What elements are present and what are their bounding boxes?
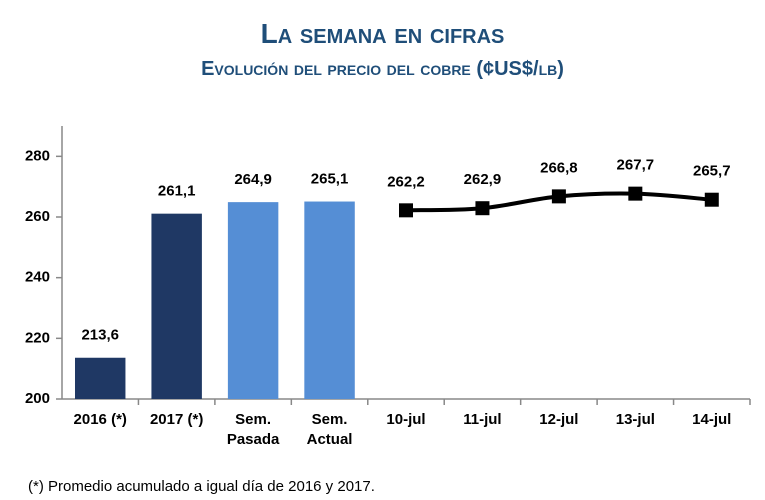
data-label: 265,7 [693,163,731,180]
y-tick-label: 220 [25,329,50,346]
bar [227,202,279,399]
x-tick-label: 14-jul [692,411,732,428]
chart-title: La semana en cifras [260,18,505,49]
x-tick-label: 10-jul [386,411,426,428]
chart: 200 220 240 260 280 213,6 261,1 264,9 265,1 262,2… [25,126,751,407]
data-label: 262,9 [464,171,502,188]
y-tick-label: 280 [25,147,50,164]
data-label: 265,1 [311,170,349,187]
data-label: 264,9 [234,171,272,188]
x-tick-label: 2017 (*) [149,411,204,428]
marker [475,201,490,216]
footnote: (*) Promedio acumulado a igual día de 20… [28,478,375,495]
data-label: 266,8 [540,159,578,176]
y-tick-label: 260 [25,208,50,225]
y-tick-label: 200 [25,390,50,407]
data-label: 262,2 [387,173,425,190]
bar [151,213,202,399]
data-label: 261,1 [158,183,196,200]
x-tick-label: Sem. Actual [306,411,353,448]
y-tick-label: 240 [25,269,50,286]
x-tick-label: 2016 (*) [73,411,127,428]
bar [304,201,355,399]
marker [628,186,643,201]
data-label: 267,7 [617,157,655,174]
data-label: 213,6 [81,327,119,344]
chart-subtitle: Evolución del precio del cobre (¢US$/lb) [201,58,564,80]
x-tick-label: 12-jul [539,411,579,428]
marker [551,189,566,204]
bar [74,357,126,399]
x-tick-label: Sem. Pasada [226,411,280,448]
x-tick-label: 13-jul [615,411,655,428]
marker [399,203,413,218]
x-tick-label: 11-jul [463,411,502,428]
marker [704,192,719,207]
